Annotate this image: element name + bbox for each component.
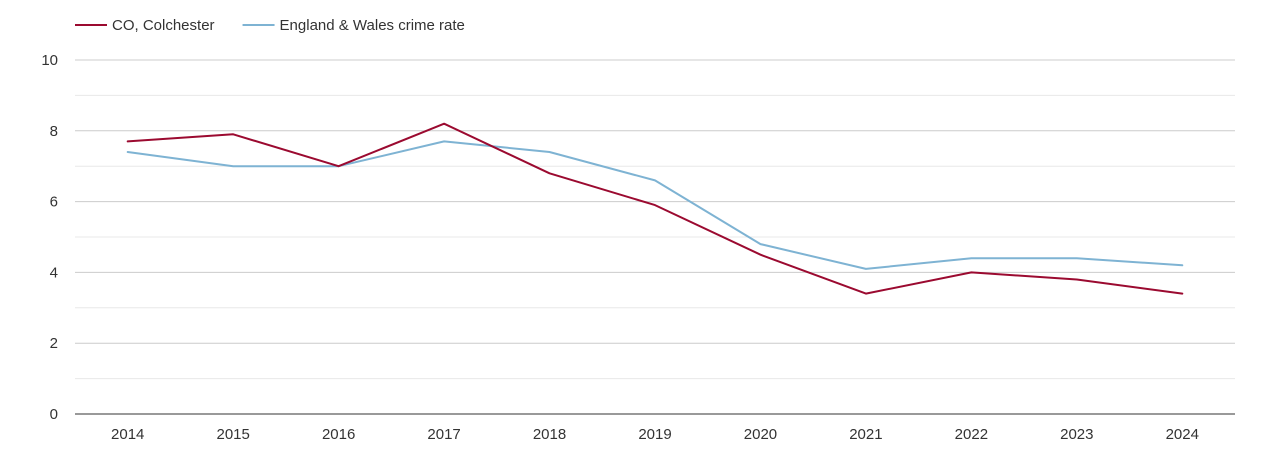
y-tick-label: 2 bbox=[50, 335, 58, 352]
y-tick-label: 6 bbox=[50, 194, 58, 211]
y-tick-label: 10 bbox=[41, 52, 58, 69]
y-tick-label: 4 bbox=[50, 264, 58, 281]
series-group bbox=[126, 122, 1184, 295]
y-axis: 0 2 4 6 8 10 bbox=[41, 52, 58, 423]
y-tick-label: 0 bbox=[50, 406, 58, 423]
x-tick-label: 2024 bbox=[1166, 426, 1199, 443]
series-line-0 bbox=[126, 122, 1184, 295]
x-tick-label: 2020 bbox=[744, 426, 777, 443]
x-tick-label: 2023 bbox=[1060, 426, 1093, 443]
x-tick-label: 2018 bbox=[533, 426, 566, 443]
grid-lines bbox=[75, 59, 1235, 380]
x-tick-label: 2016 bbox=[322, 426, 355, 443]
x-axis: 2014 2015 2016 2017 2018 2019 2020 2021 2022 2023… bbox=[75, 413, 1235, 443]
y-tick-label: 8 bbox=[50, 123, 58, 140]
x-tick-label: 2022 bbox=[955, 426, 988, 443]
x-tick-label: 2017 bbox=[427, 426, 460, 443]
x-tick-label: 2014 bbox=[111, 426, 144, 443]
legend: CO, Colchester England & Wales crime rate bbox=[75, 17, 465, 34]
legend-label-1: England & Wales crime rate bbox=[280, 17, 465, 34]
x-tick-label: 2021 bbox=[849, 426, 882, 443]
x-tick-label: 2015 bbox=[216, 426, 249, 443]
series-line-1 bbox=[126, 140, 1184, 270]
x-tick-label: 2019 bbox=[638, 426, 671, 443]
legend-label-0: CO, Colchester bbox=[112, 17, 215, 34]
